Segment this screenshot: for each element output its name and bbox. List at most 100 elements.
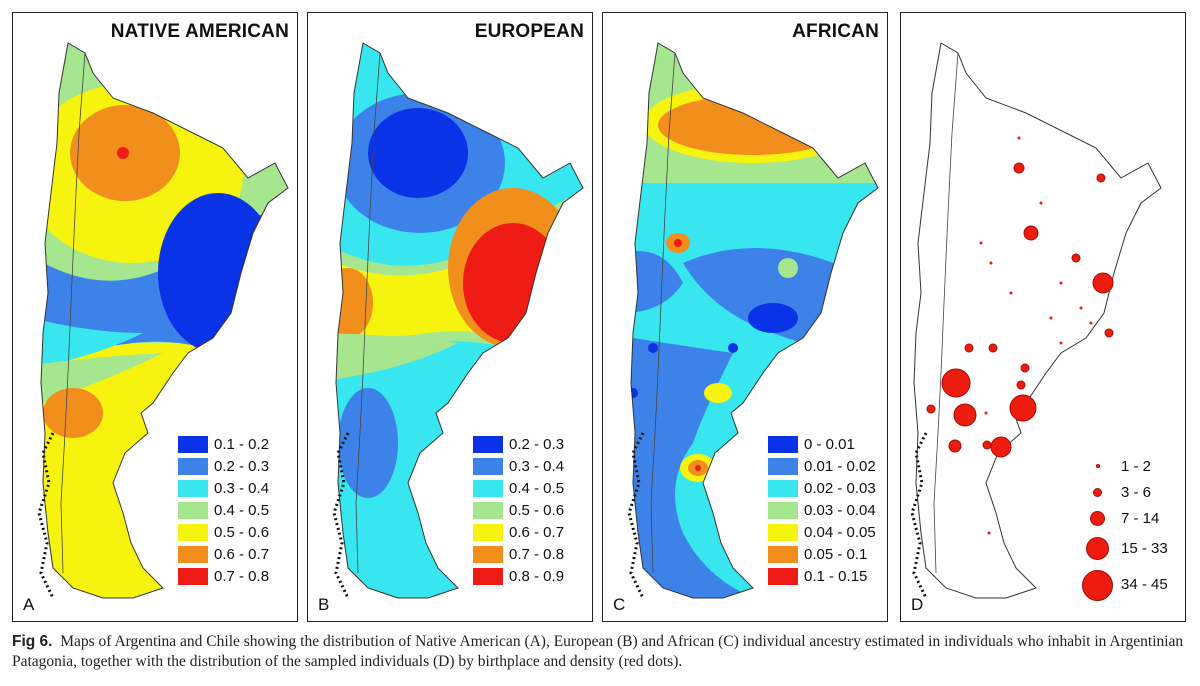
panel-title: EUROPEAN [474,21,584,42]
sample-dot [1039,201,1043,205]
legend-label: 0.04 - 0.05 [804,523,876,541]
dot-legend-row: 1 - 2 [1081,455,1181,485]
legend-swatch [178,501,208,519]
dot-legend-label: 34 - 45 [1121,576,1168,593]
legend-swatch [178,545,208,563]
native-american-ancestry-map [37,42,289,599]
legend-label: 0.1 - 0.2 [214,435,270,453]
european-ancestry-map [332,42,584,599]
dot-legend-row: 7 - 14 [1081,507,1181,537]
sample-dot [1017,136,1021,140]
dot-legend-row: 15 - 33 [1081,537,1181,567]
dot-size-symbol [1086,537,1109,560]
legend-row: 0.05 - 0.1 [768,543,876,565]
sample-dots [926,136,1114,535]
legend: 0.2 - 0.3 0.3 - 0.4 0.4 - 0.5 0.5 - 0.6 … [473,433,564,587]
sample-dot [1049,316,1053,320]
dot-size-legend: 1 - 2 3 - 6 7 - 14 15 - 33 34 - 45 [1081,455,1181,615]
panel-sample-distribution: 1 - 2 3 - 6 7 - 14 15 - 33 34 - 45 D [900,12,1186,622]
legend-label: 0.8 - 0.9 [509,567,565,585]
legend-label: 0.5 - 0.6 [214,523,270,541]
legend-swatch [768,567,798,585]
sample-dot [1096,173,1106,183]
sample-dot [987,531,991,535]
panel-title: NATIVE AMERICAN [110,21,289,42]
sample-dot [1079,306,1083,310]
sample-dot [979,241,983,245]
legend-row: 0.6 - 0.7 [178,543,269,565]
legend-swatch [473,435,503,453]
legend-swatch [473,567,503,585]
dot-legend-label: 7 - 14 [1121,510,1160,527]
caption-label: Fig 6. [12,633,53,650]
legend-label: 0.2 - 0.3 [214,457,270,475]
dot-legend-label: 1 - 2 [1121,458,1152,475]
sample-dot [1059,281,1063,285]
legend-label: 0.7 - 0.8 [214,567,270,585]
legend-label: 0.05 - 0.1 [804,545,868,563]
panel-african: AFRICAN 0 - 0.01 0.01 - 0.02 0.02 - 0.03… [602,12,888,622]
legend-swatch [178,523,208,541]
legend-row: 0.6 - 0.7 [473,521,564,543]
legend-swatch [768,457,798,475]
legend-row: 0.7 - 0.8 [473,543,564,565]
legend-row: 0.3 - 0.4 [473,455,564,477]
legend-swatch [473,501,503,519]
sample-distribution-map [910,42,1162,599]
panel-european: EUROPEAN 0.2 - 0.3 0.3 - 0.4 0.4 - 0.5 0… [307,12,593,622]
legend-row: 0.4 - 0.5 [473,477,564,499]
dot-legend-row: 3 - 6 [1081,481,1181,511]
legend-row: 0 - 0.01 [768,433,876,455]
sample-dot [964,343,974,353]
dot-size-symbol [1090,511,1105,526]
sample-dot [948,439,962,453]
legend-label: 0.7 - 0.8 [509,545,565,563]
legend-label: 0.6 - 0.7 [509,523,565,541]
sample-dot [1071,253,1081,263]
legend-label: 0.02 - 0.03 [804,479,876,497]
legend: 0.1 - 0.2 0.2 - 0.3 0.3 - 0.4 0.4 - 0.5 … [178,433,269,587]
sample-dot [989,261,993,265]
legend: 0 - 0.01 0.01 - 0.02 0.02 - 0.03 0.03 - … [768,433,876,587]
sample-dot [1013,162,1025,174]
dot-legend-row: 34 - 45 [1081,570,1181,603]
sample-dot [926,404,936,414]
legend-label: 0.03 - 0.04 [804,501,876,519]
legend-swatch [768,523,798,541]
sample-dot [941,368,971,398]
sample-dot [1092,272,1114,294]
legend-label: 0.5 - 0.6 [509,501,565,519]
legend-swatch [768,545,798,563]
legend-row: 0.03 - 0.04 [768,499,876,521]
legend-label: 0.4 - 0.5 [214,501,270,519]
sample-dot [1104,328,1114,338]
legend-row: 0.4 - 0.5 [178,499,269,521]
legend-row: 0.8 - 0.9 [473,565,564,587]
panel-letter: A [23,595,35,614]
legend-label: 0.3 - 0.4 [214,479,270,497]
panel-letter: B [318,595,330,614]
sample-dot [1016,380,1026,390]
sample-dot [1089,321,1093,325]
sample-dot [1009,291,1013,295]
legend-swatch [768,501,798,519]
sample-dot [984,411,988,415]
legend-label: 0.4 - 0.5 [509,479,565,497]
legend-row: 0.04 - 0.05 [768,521,876,543]
dot-size-symbol [1082,570,1113,601]
dot-legend-label: 15 - 33 [1121,540,1168,557]
sample-dot [953,403,977,427]
legend-label: 0.2 - 0.3 [509,435,565,453]
legend-row: 0.02 - 0.03 [768,477,876,499]
legend-row: 0.7 - 0.8 [178,565,269,587]
african-ancestry-map [627,42,879,599]
sample-dot [988,343,998,353]
panel-title: AFRICAN [792,21,879,42]
panel-native-american: NATIVE AMERICAN 0.1 - 0.2 0.2 - 0.3 0.3 … [12,12,298,622]
sample-dot [1020,363,1030,373]
legend-label: 0 - 0.01 [804,435,855,453]
legend-swatch [473,545,503,563]
sample-dot [982,440,992,450]
sample-dot [1009,394,1037,422]
legend-swatch [178,567,208,585]
